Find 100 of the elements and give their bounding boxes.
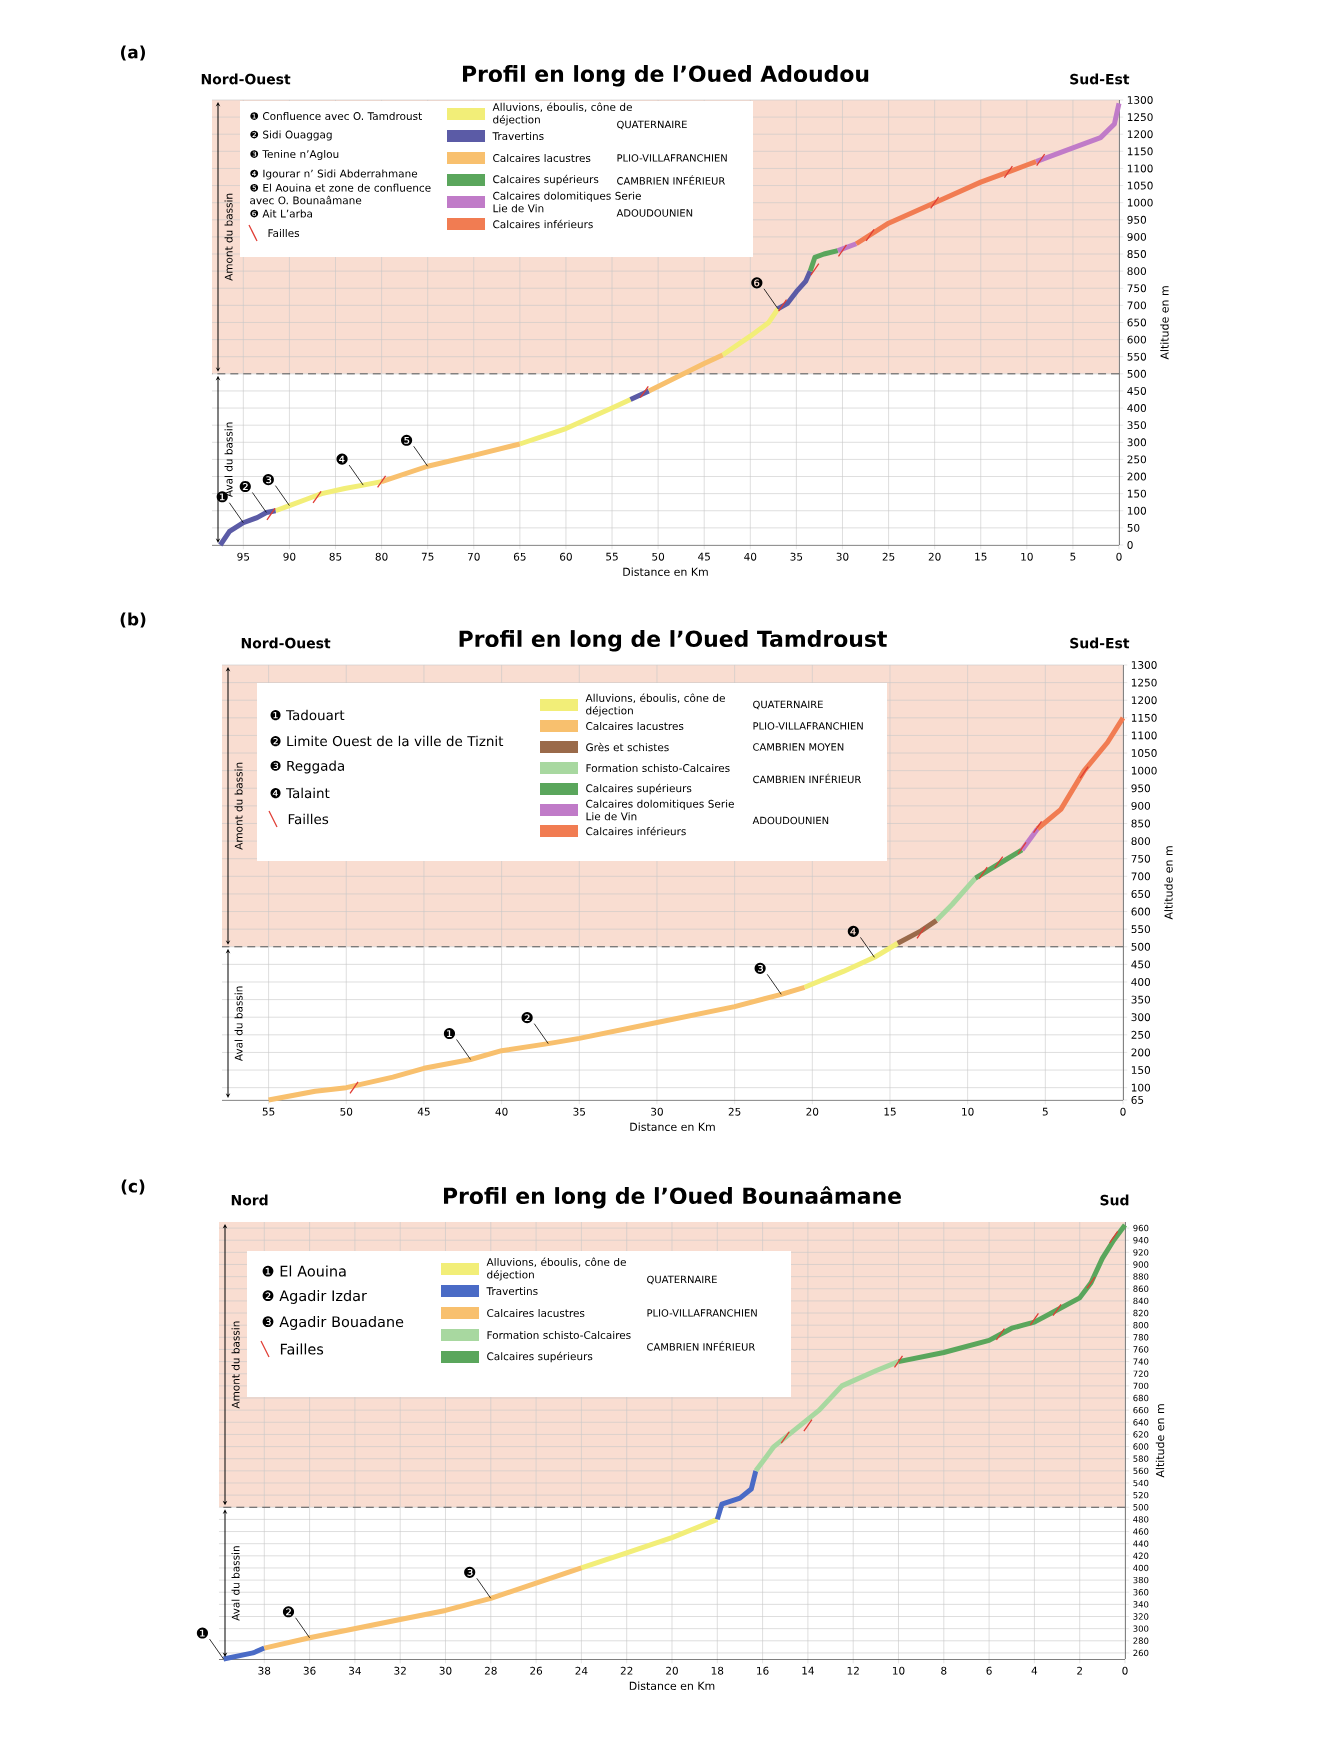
y-tick-label: 280 — [1133, 1637, 1149, 1644]
legend-label: Calcaires inférieurs — [493, 219, 593, 229]
x-tick-label: 40 — [495, 1107, 508, 1116]
legend-label: Formation schisto-Calcaires — [487, 1330, 631, 1340]
text: Sud-Est — [1070, 637, 1130, 649]
legend-label: Calcaires lacustres — [493, 153, 591, 163]
annotation: ❶ Confluence avec O. Tamdroust — [250, 111, 422, 121]
y-tick-label: 680 — [1133, 1394, 1149, 1402]
legend-label: Failles — [288, 813, 329, 825]
x-tick-label: 5 — [1070, 552, 1076, 561]
y-tick-label: 1000 — [1131, 766, 1157, 775]
annotation: CAMBRIEN MOYEN — [753, 743, 844, 751]
x-tick-label: 65 — [513, 552, 526, 561]
y-tick-label: 400 — [1133, 1564, 1149, 1572]
x-tick-label: 14 — [802, 1666, 814, 1675]
x-tick-label: 16 — [757, 1666, 769, 1675]
x-tick-label: 85 — [329, 552, 342, 561]
x-tick-label: 12 — [847, 1666, 859, 1675]
legend-label: Calcaires lacustres — [586, 721, 684, 731]
y-tick-label: 300 — [1127, 438, 1147, 447]
annotation: ❷ — [282, 1606, 295, 1618]
y-tick-label: 65 — [1131, 1096, 1144, 1104]
legend-label: Calcaires supérieurs — [586, 783, 692, 795]
y-tick-label: 550 — [1131, 925, 1151, 934]
x-tick-label: 36 — [303, 1666, 316, 1675]
x-tick-label: 75 — [421, 552, 434, 561]
x-axis-title: Distance en Km — [623, 567, 708, 576]
y-tick-label: 300 — [1131, 1013, 1151, 1022]
annotation: ❻ — [751, 277, 763, 289]
y-tick-label: 440 — [1133, 1540, 1149, 1547]
y-tick-label: 50 — [1127, 523, 1140, 532]
y-tick-label: 250 — [1131, 1030, 1151, 1039]
y-tick-label: 1200 — [1131, 696, 1157, 705]
x-tick-label: 22 — [620, 1666, 633, 1675]
x-tick-label: 70 — [467, 552, 480, 561]
y-tick-label: 920 — [1133, 1249, 1149, 1256]
y-tick-label: 400 — [1131, 978, 1151, 986]
y-tick-label: 0 — [1127, 541, 1133, 549]
x-tick-label: 10 — [1021, 552, 1033, 561]
y-tick-label: 320 — [1133, 1613, 1149, 1620]
x-tick-label: 80 — [375, 552, 388, 561]
text: (b) — [120, 612, 146, 628]
y-tick-label: 650 — [1131, 889, 1151, 898]
y-tick-label: 550 — [1127, 352, 1147, 361]
band-label: Amont du bassin — [231, 1321, 240, 1409]
legend-label: Grès et schistes — [586, 742, 669, 752]
y-tick-label: 940 — [1133, 1237, 1149, 1244]
legend-label: Alluvions, éboulis, cône de déjection — [486, 1257, 626, 1281]
y-tick-label: 800 — [1127, 267, 1147, 276]
annotation: CAMBRIEN INFÉRIEUR — [753, 773, 862, 784]
y-tick-label: 150 — [1131, 1066, 1151, 1074]
annotation: ❶ — [196, 1627, 209, 1639]
x-tick-label: 20 — [666, 1666, 678, 1675]
text: (a) — [121, 45, 145, 61]
legend-label: Failles — [280, 1343, 324, 1355]
text: Nord-Ouest — [241, 637, 331, 649]
x-tick-label: 28 — [484, 1666, 497, 1675]
y-tick-label: 100 — [1127, 506, 1147, 515]
x-tick-label: 18 — [711, 1666, 724, 1675]
y-tick-label: 650 — [1127, 318, 1147, 327]
y-tick-label: 600 — [1127, 335, 1147, 344]
line-series — [1035, 715, 1126, 832]
text: Sud — [1100, 1194, 1129, 1206]
y-tick-label: 1050 — [1131, 749, 1157, 757]
annotation: QUATERNAIRE — [617, 120, 687, 130]
x-tick-label: 20 — [928, 552, 941, 561]
line-series — [578, 1516, 720, 1571]
legend-label: Calcaires dolomitiques Serie Lie de Vin — [586, 799, 734, 821]
y-tick-label: 420 — [1133, 1552, 1149, 1560]
y-tick-label: 960 — [1133, 1224, 1149, 1232]
y-tick-label: 480 — [1133, 1516, 1149, 1523]
annotation: ❸ Agadir Bouadane — [262, 1316, 404, 1330]
y-tick-label: 580 — [1133, 1455, 1149, 1462]
band-label: Amont du bassin — [224, 193, 233, 281]
y-tick-label: 620 — [1133, 1431, 1149, 1438]
x-tick-label: 8 — [941, 1666, 947, 1675]
x-tick-label: 45 — [698, 552, 710, 561]
legend-label: Calcaires lacustres — [487, 1308, 585, 1318]
y-tick-label: 660 — [1133, 1406, 1149, 1414]
y-tick-label: 500 — [1131, 942, 1151, 951]
x-tick-label: 6 — [986, 1666, 992, 1675]
y-tick-label: 150 — [1127, 489, 1147, 498]
annotation: ❹ — [336, 453, 348, 465]
y-tick-label: 1100 — [1127, 164, 1153, 173]
x-tick-label: 20 — [806, 1107, 819, 1116]
y-tick-label: 600 — [1133, 1443, 1149, 1450]
x-tick-label: 10 — [962, 1107, 974, 1116]
chart-title: Profil en long de l’Oued Bounaâmane — [444, 1186, 901, 1209]
annotation: ❸ Tenine n’Aglou — [250, 149, 339, 161]
chart-title: Profil en long de l’Oued Tamdroust — [459, 630, 887, 652]
x-tick-label: 4 — [1031, 1666, 1038, 1675]
y-tick-label: 750 — [1131, 854, 1151, 863]
y-tick-label: 900 — [1131, 801, 1151, 810]
x-tick-label: 30 — [439, 1666, 452, 1675]
annotation: ADOUDOUNIEN — [752, 816, 829, 825]
band-label: Amont du bassin — [234, 762, 243, 850]
line-series — [896, 1222, 1128, 1365]
text: Nord-Ouest — [201, 73, 291, 85]
annotation: QUATERNAIRE — [753, 700, 823, 710]
y-tick-label: 1250 — [1127, 113, 1153, 122]
